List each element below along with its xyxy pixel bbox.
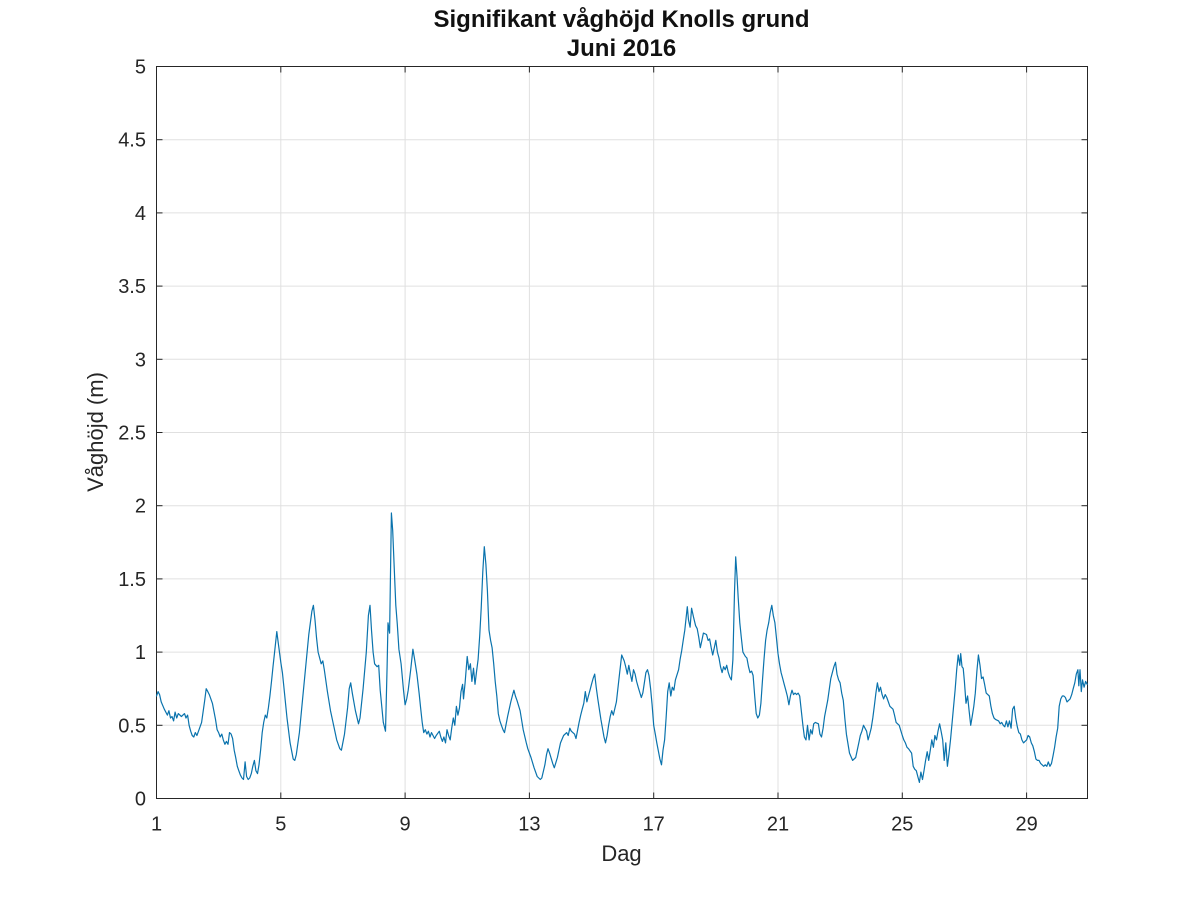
y-tick-label: 3.5 [118,276,146,298]
wave-height-line [155,512,1088,784]
x-tick-label: 1 [151,814,162,836]
x-tick-label: 17 [643,814,665,836]
x-tick-label: 5 [275,814,286,836]
y-tick-label: 0 [135,789,146,811]
y-tick-label: 5 [135,57,146,79]
x-tick-label: 25 [891,814,913,836]
x-tick-label: 21 [767,814,789,836]
y-tick-label: 4.5 [118,130,146,152]
y-tick-label: 1 [135,642,146,664]
y-axis-label: Våghöjd (m) [83,372,108,492]
y-tick-label: 4 [135,203,146,225]
x-tick-label: 29 [1015,814,1037,836]
y-tick-label: 2.5 [118,423,146,445]
y-tick-label: 2 [135,496,146,518]
y-tick-label: 3 [135,349,146,371]
y-tick-label: 0.5 [118,715,146,737]
x-axis-label: Dag [601,841,642,866]
x-tick-label: 13 [518,814,540,836]
chart-title: Signifikant våghöjd Knolls grund Juni 20… [156,5,1087,63]
y-tick-label: 1.5 [118,569,146,591]
chart-title-line2: Juni 2016 [566,35,677,62]
chart-title-line1: Signifikant våghöjd Knolls grund [433,6,810,33]
x-tick-label: 9 [400,814,411,836]
